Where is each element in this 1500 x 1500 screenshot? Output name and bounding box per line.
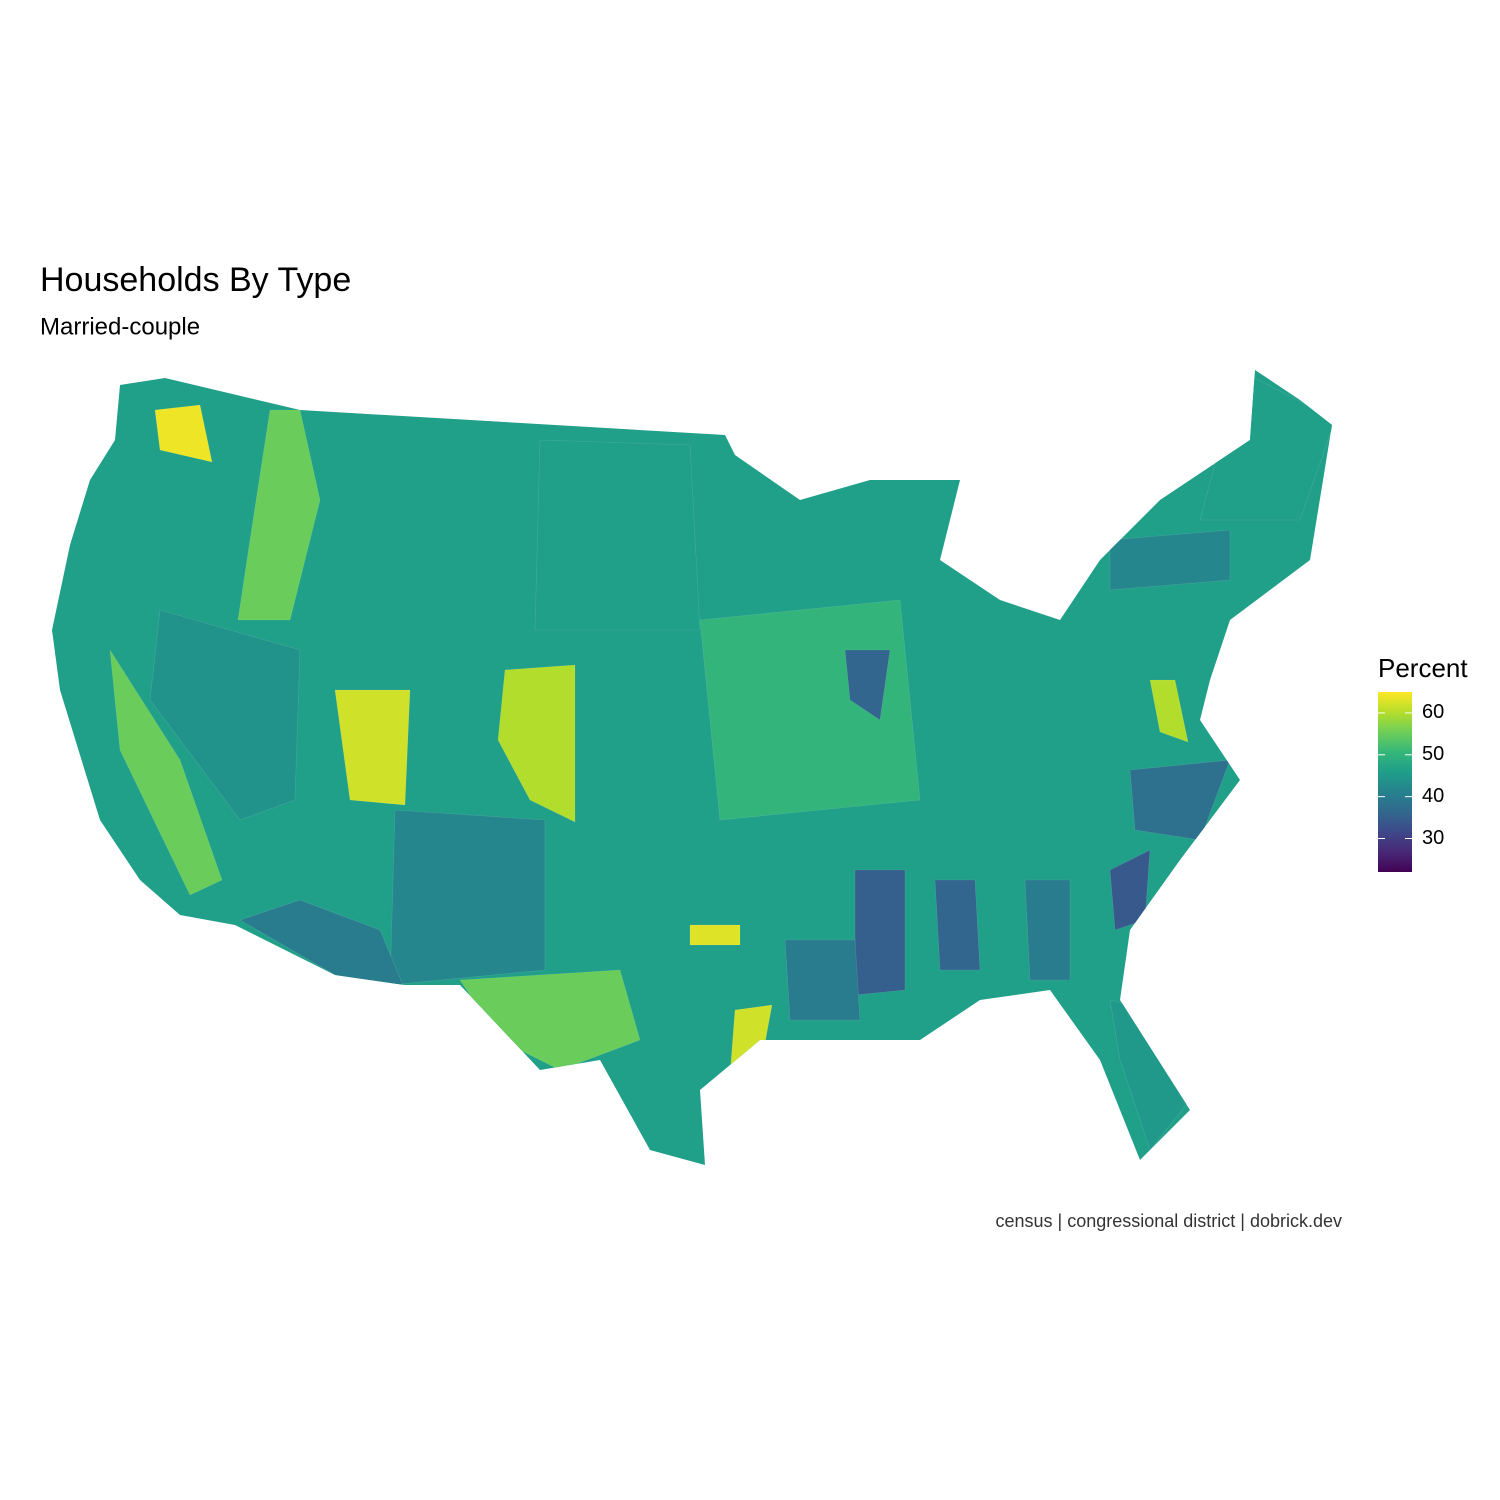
district-region — [237, 409, 321, 621]
legend-tick-label: 30 — [1422, 827, 1444, 849]
district-region — [389, 809, 546, 986]
district-region — [534, 439, 701, 631]
legend-tick-label: 60 — [1422, 701, 1444, 723]
district-region — [854, 869, 906, 996]
chart-title: Households By Type — [40, 261, 351, 299]
colorbar — [1378, 692, 1412, 872]
district-region — [689, 924, 741, 946]
district-region — [334, 689, 411, 806]
district-region — [784, 939, 861, 1021]
district-region — [844, 649, 891, 721]
chart-subtitle: Married-couple — [40, 313, 200, 340]
legend-tick-label: 40 — [1422, 785, 1444, 807]
district-region — [1149, 679, 1189, 743]
district-region — [699, 599, 921, 821]
district-region — [729, 1004, 773, 1076]
district-region — [1109, 529, 1231, 591]
legend-tick-label: 50 — [1422, 743, 1444, 765]
district-region — [1024, 879, 1071, 981]
district-region — [934, 879, 981, 971]
district-region — [109, 649, 223, 896]
district-region — [149, 609, 301, 821]
legend-title: Percent — [1378, 653, 1468, 683]
district-region — [497, 664, 576, 823]
caption: census | congressional district | dobric… — [995, 1211, 1342, 1231]
district-region — [239, 899, 406, 991]
district-region — [1129, 759, 1231, 841]
district-region — [154, 404, 213, 463]
